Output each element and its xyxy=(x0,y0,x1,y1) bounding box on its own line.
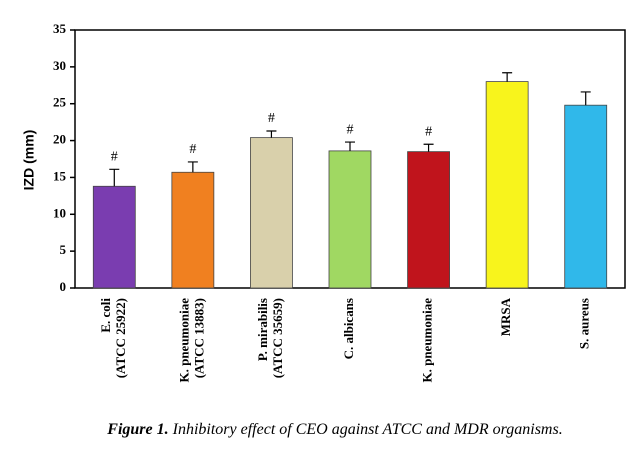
annotation: # xyxy=(268,111,275,126)
x-tick-label: E. coli xyxy=(98,298,113,333)
y-tick-label: 25 xyxy=(53,95,67,110)
error-bar xyxy=(502,72,513,82)
y-axis-label: IZD (mm) xyxy=(21,130,37,191)
x-tick-label: MRSA xyxy=(498,297,513,336)
error-bar xyxy=(187,161,198,173)
error-bar xyxy=(423,143,434,152)
bar xyxy=(171,171,215,289)
annotation: # xyxy=(347,122,354,137)
annotation: # xyxy=(425,124,432,139)
x-tick-label: C. albicans xyxy=(341,298,356,359)
error-bar xyxy=(345,141,355,151)
x-tick-label: (ATCC 25922) xyxy=(113,298,128,378)
bar xyxy=(250,137,293,289)
y-tick-label: 10 xyxy=(53,205,66,220)
y-tick-label: 20 xyxy=(53,132,66,147)
x-tick-label: P. mirabilis xyxy=(255,298,270,361)
x-tick-label: S. aureus xyxy=(577,298,592,349)
annotation: # xyxy=(111,150,118,165)
caption: Figure 1. Inhibitory effect of CEO again… xyxy=(106,421,562,438)
y-tick-label: 30 xyxy=(53,58,66,73)
x-tick-label: K. pneumoniae xyxy=(176,298,191,383)
bar xyxy=(407,151,450,289)
x-tick-label: K. pneumoniae xyxy=(420,298,435,383)
bar xyxy=(328,150,372,289)
error-bar xyxy=(109,168,120,187)
annotation: # xyxy=(189,142,196,157)
caption-label: Figure 1. xyxy=(106,421,168,438)
bar xyxy=(485,81,529,289)
caption-text: Inhibitory effect of CEO against ATCC an… xyxy=(172,421,563,438)
x-tick-label: (ATCC 13883) xyxy=(191,298,206,378)
error-bar xyxy=(266,130,277,138)
bar xyxy=(564,104,608,289)
y-tick-label: 35 xyxy=(53,21,67,36)
y-tick-label: 15 xyxy=(53,168,67,183)
y-tick-label: 5 xyxy=(60,242,67,257)
y-tick-label: 0 xyxy=(60,279,67,294)
bar xyxy=(92,185,136,289)
error-bar xyxy=(580,91,591,106)
x-tick-label: (ATCC 35659) xyxy=(270,298,285,378)
